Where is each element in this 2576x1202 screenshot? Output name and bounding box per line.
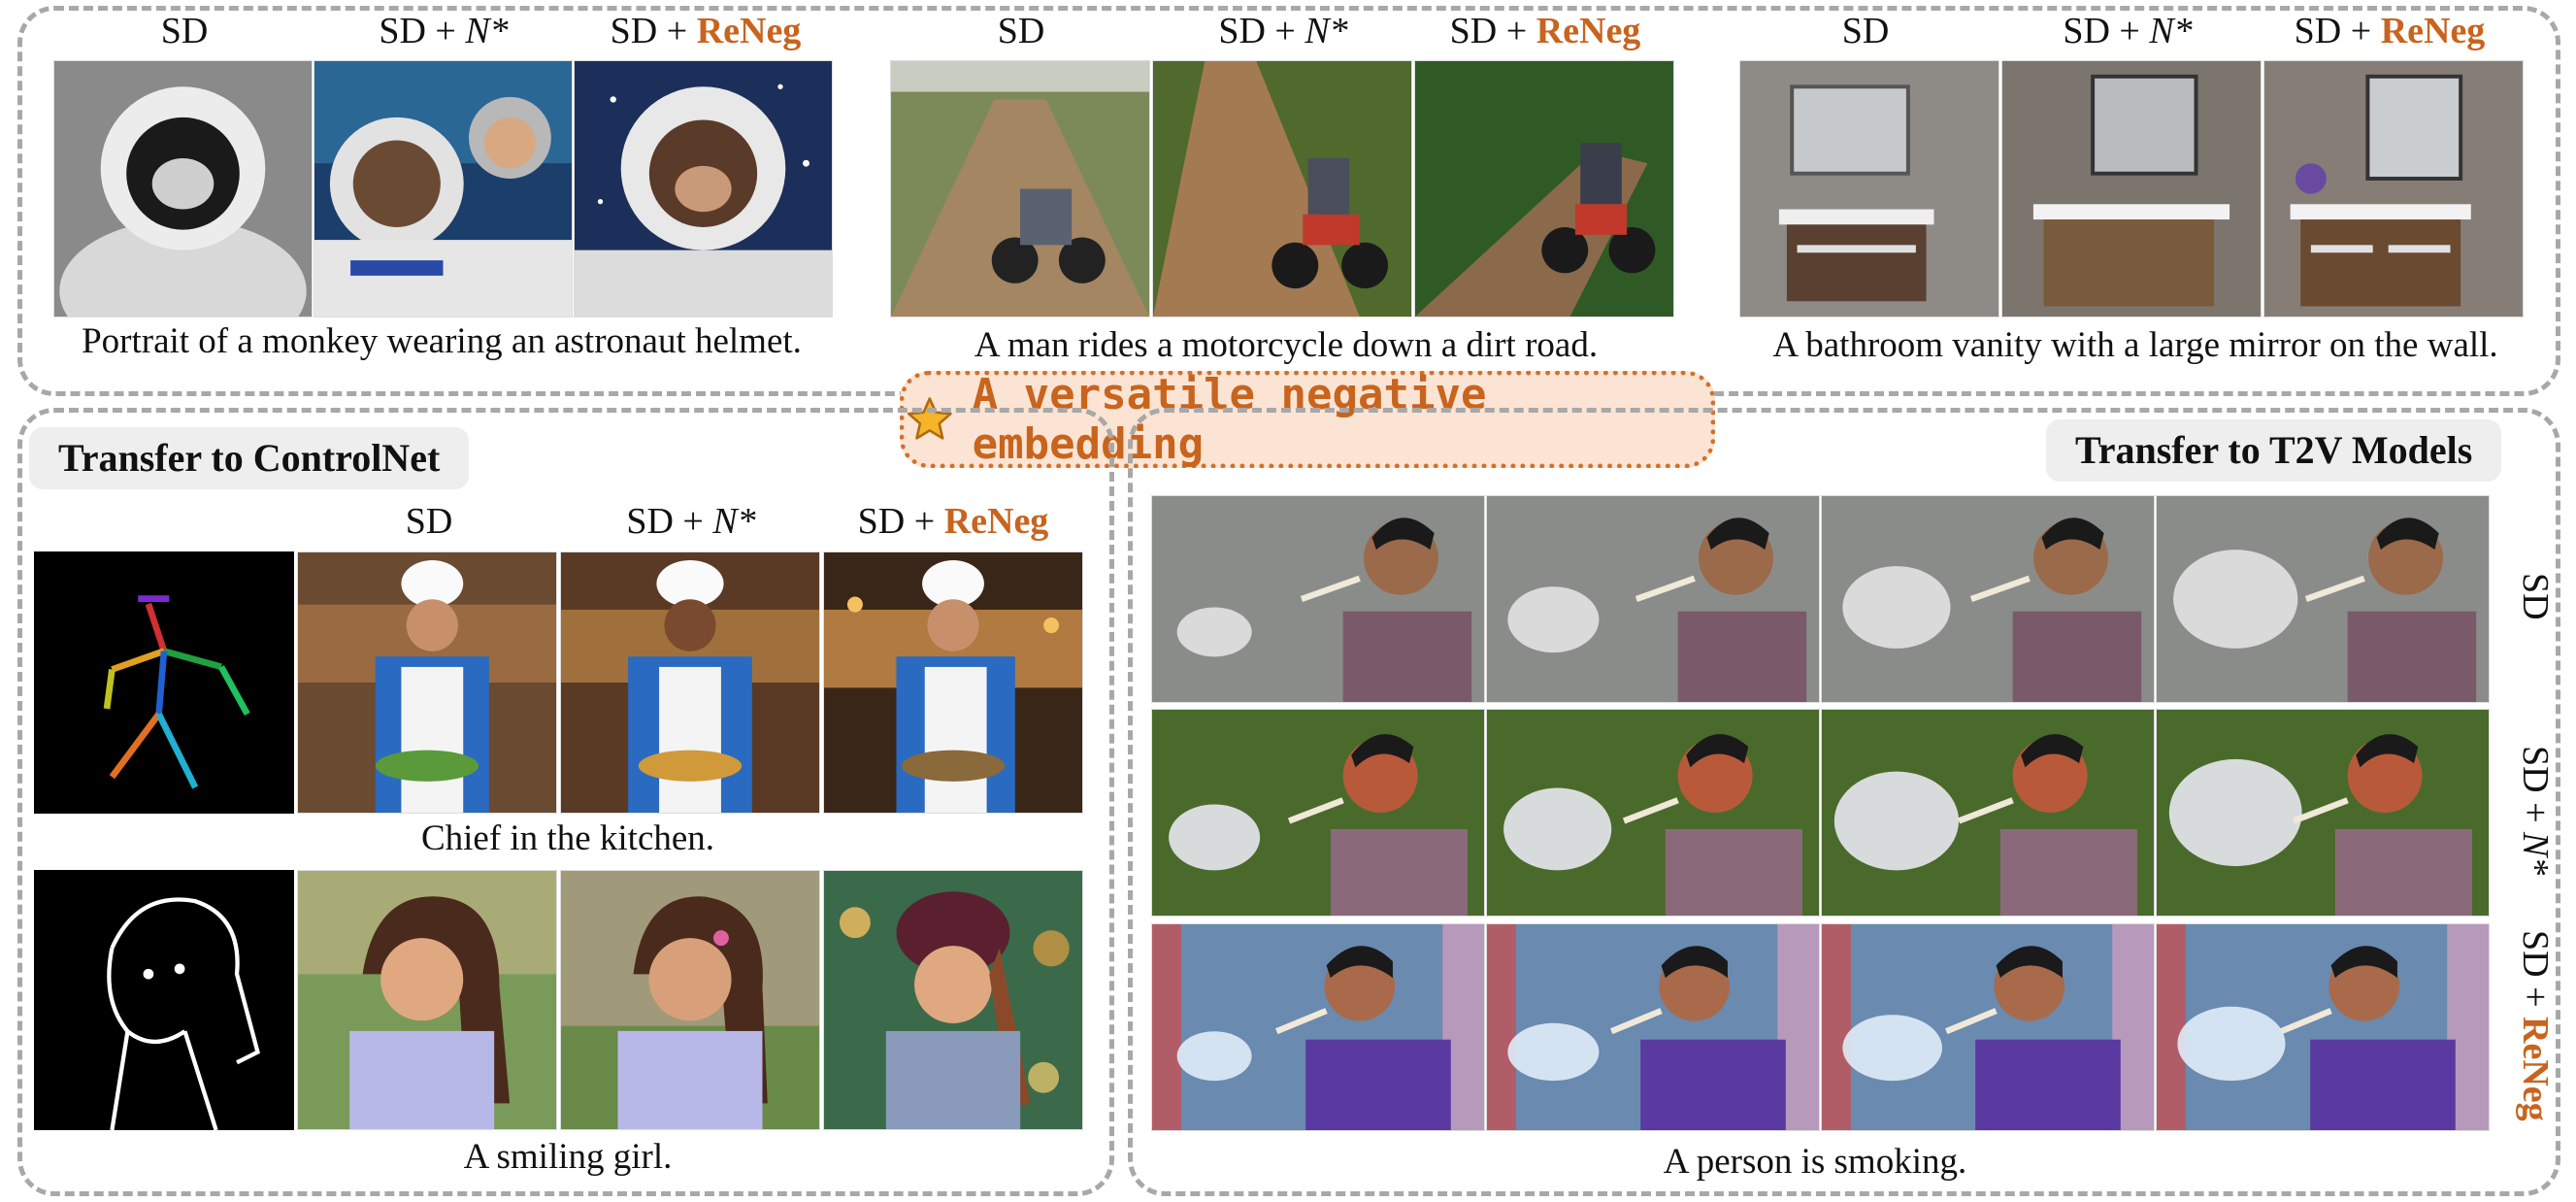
label-sd-reneg: SD + ReNeg xyxy=(1414,10,1676,52)
video-frame-sd-n xyxy=(1151,709,1485,917)
caption-smoking: A person is smoking. xyxy=(1663,1142,1967,1182)
caption-bathroom: A bathroom vanity with a large mirror on… xyxy=(1772,325,2498,365)
caption-motorcycle: A man rides a motorcycle down a dirt roa… xyxy=(974,325,1599,365)
image-monkey-sd xyxy=(53,60,313,317)
label-sd: SD xyxy=(1841,11,1890,51)
image-girl-reneg xyxy=(823,870,1083,1130)
label-sd-n-star: SD + N* xyxy=(1997,10,2259,52)
label-n-star: N* xyxy=(2149,11,2193,51)
image-motorcycle-sd-n xyxy=(1152,60,1412,317)
label-sd: SD xyxy=(997,11,1045,51)
label-sd-reneg: SD + ReNeg xyxy=(822,500,1084,543)
caption-monkey: Portrait of a monkey wearing an astronau… xyxy=(82,321,802,361)
image-chef-sd-n xyxy=(560,551,820,814)
image-motorcycle-reneg xyxy=(1414,60,1674,317)
label-sd-n-star: SD + N* xyxy=(1152,10,1414,52)
image-bathroom-sd-n xyxy=(2001,60,2262,317)
t2v-title: Transfer to T2V Models xyxy=(2046,419,2502,482)
label-sd-prefix: SD + xyxy=(1449,11,1536,51)
image-monkey-reneg xyxy=(574,60,833,317)
label-n-star: N* xyxy=(1305,11,1348,51)
video-frame-sd-n xyxy=(2156,709,2490,917)
video-frame-sd xyxy=(2156,495,2490,703)
label-sd-prefix: SD + xyxy=(610,11,697,51)
label-reneg: ReNeg xyxy=(696,11,802,51)
video-frame-reneg xyxy=(1486,923,1820,1131)
caption-chef: Chief in the kitchen. xyxy=(420,818,715,858)
label-sd-prefix: SD + xyxy=(2063,11,2150,51)
video-frame-sd xyxy=(1151,495,1485,703)
star-icon xyxy=(908,397,952,440)
video-frame-sd xyxy=(1821,495,2155,703)
label-sd-prefix: SD + xyxy=(857,501,944,542)
image-pose-skeleton xyxy=(34,551,294,814)
image-sketch-edge xyxy=(34,870,294,1130)
image-bathroom-sd xyxy=(1739,60,1999,317)
image-monkey-sd-n xyxy=(314,60,573,317)
video-frame-sd-n xyxy=(1486,709,1820,917)
label-sd-n-star: SD + N* xyxy=(560,500,822,543)
label-reneg: ReNeg xyxy=(2380,11,2486,51)
video-frame-reneg xyxy=(1821,923,2155,1131)
row-label-sd: SD xyxy=(2515,573,2556,620)
caption-girl: A smiling girl. xyxy=(463,1137,673,1177)
image-chef-reneg xyxy=(823,551,1083,814)
label-sd-prefix: SD + xyxy=(2515,746,2556,833)
label-reneg: ReNeg xyxy=(2515,1017,2556,1121)
row-label-sd-reneg: SD + ReNeg xyxy=(2514,930,2557,1121)
image-girl-sd xyxy=(297,870,557,1130)
image-chef-sd xyxy=(297,551,557,814)
video-frame-reneg xyxy=(2156,923,2490,1131)
image-girl-sd-n xyxy=(560,870,820,1130)
video-frame-sd xyxy=(1486,495,1820,703)
label-n-star: N* xyxy=(712,501,756,542)
row-label-sd-n-star: SD + N* xyxy=(2514,746,2557,875)
label-sd-prefix: SD + xyxy=(2515,930,2556,1018)
controlnet-title: Transfer to ControlNet xyxy=(29,427,470,489)
image-motorcycle-sd xyxy=(890,60,1150,317)
label-sd: SD xyxy=(160,11,209,51)
label-sd: SD xyxy=(405,501,453,542)
video-frame-reneg xyxy=(1151,923,1485,1131)
label-sd-n-star: SD + N* xyxy=(313,10,575,52)
image-bathroom-reneg xyxy=(2263,60,2524,317)
t2v-panel xyxy=(1128,408,2560,1196)
label-sd-prefix: SD + xyxy=(379,11,466,51)
label-sd-reneg: SD + ReNeg xyxy=(2259,10,2521,52)
label-sd-prefix: SD + xyxy=(626,501,713,542)
label-sd-prefix: SD + xyxy=(2294,11,2381,51)
label-reneg: ReNeg xyxy=(1536,11,1641,51)
label-sd-reneg: SD + ReNeg xyxy=(575,10,837,52)
video-frame-sd-n xyxy=(1821,709,2155,917)
label-reneg: ReNeg xyxy=(943,501,1049,542)
label-n-star: N* xyxy=(2515,832,2556,876)
label-n-star: N* xyxy=(465,11,509,51)
controlnet-panel xyxy=(17,408,1114,1196)
label-sd-prefix: SD + xyxy=(1218,11,1305,51)
